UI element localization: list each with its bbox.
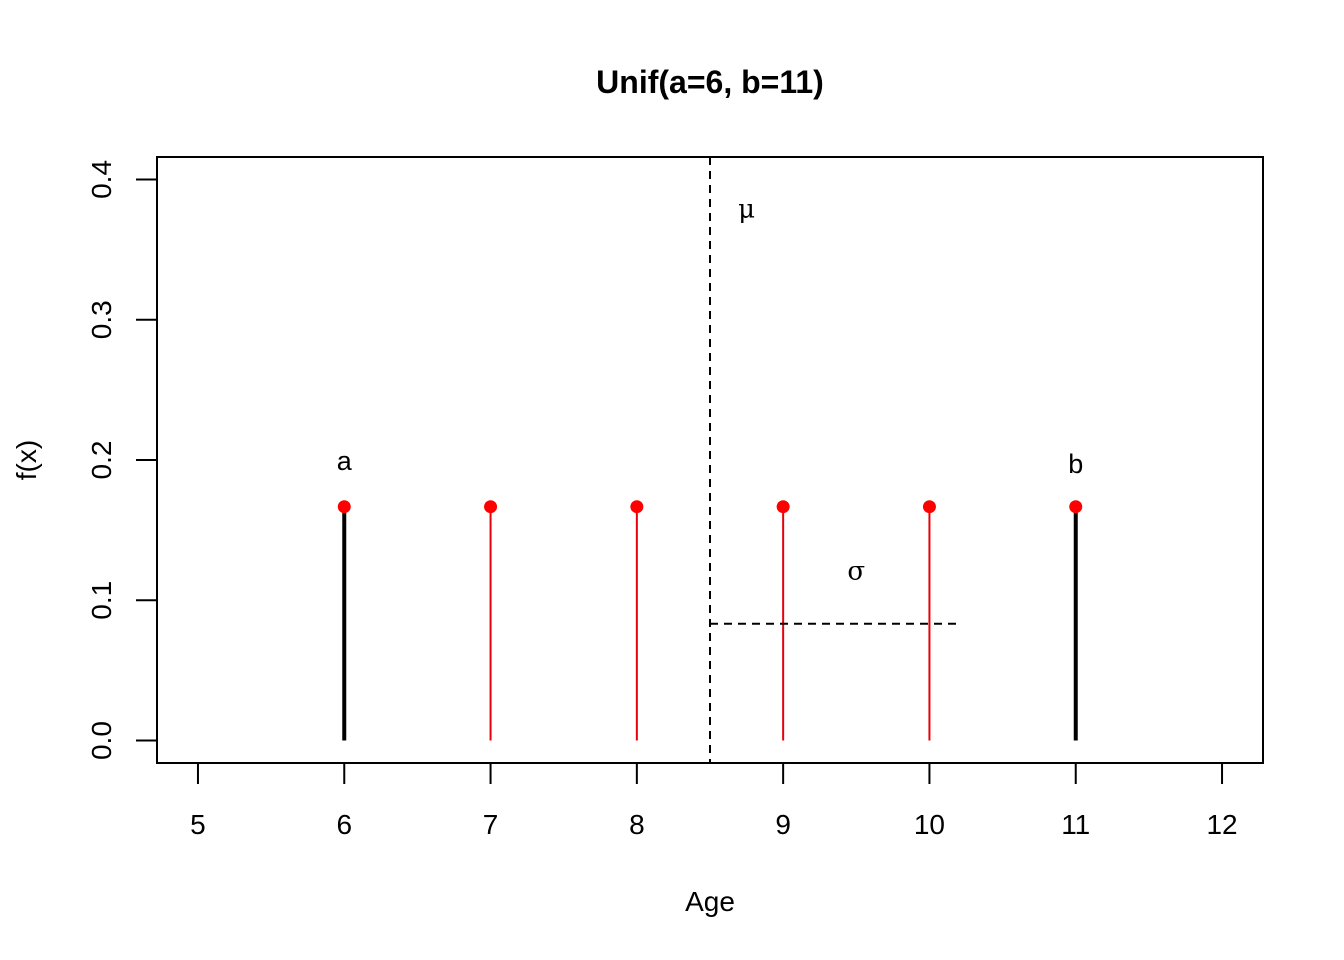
x-tick-label: 6 [336, 809, 352, 840]
y-tick-label: 0.1 [86, 581, 117, 620]
data-point [630, 500, 644, 514]
chart-title: Unif(a=6, b=11) [596, 64, 824, 100]
y-tick-label: 0.0 [86, 721, 117, 760]
a-label: a [337, 446, 353, 476]
x-tick-label: 10 [914, 809, 945, 840]
y-tick-label: 0.2 [86, 441, 117, 480]
x-tick-label: 11 [1061, 809, 1090, 840]
plot-marks: a b μ σ [337, 157, 1083, 763]
x-tick-label: 12 [1206, 809, 1237, 840]
data-point [922, 500, 936, 514]
y-axis-label: f(x) [11, 440, 42, 480]
data-point [484, 500, 498, 514]
x-tick-label: 8 [629, 809, 645, 840]
y-tick-label: 0.4 [86, 160, 117, 199]
x-axis-label: Age [685, 886, 735, 917]
data-point [1069, 500, 1083, 514]
data-point [337, 500, 351, 514]
sigma-label: σ [847, 556, 865, 586]
mu-label: μ [738, 195, 755, 225]
data-point [776, 500, 790, 514]
x-tick-label: 7 [483, 809, 499, 840]
y-tick-label: 0.3 [86, 300, 117, 339]
x-tick-label: 9 [775, 809, 791, 840]
b-label: b [1068, 449, 1083, 479]
y-axis: 0.0 0.1 0.2 0.3 0.4 [86, 160, 158, 760]
x-tick-label: 5 [190, 809, 206, 840]
x-axis: 5 6 7 8 9 10 11 12 [190, 762, 1238, 840]
